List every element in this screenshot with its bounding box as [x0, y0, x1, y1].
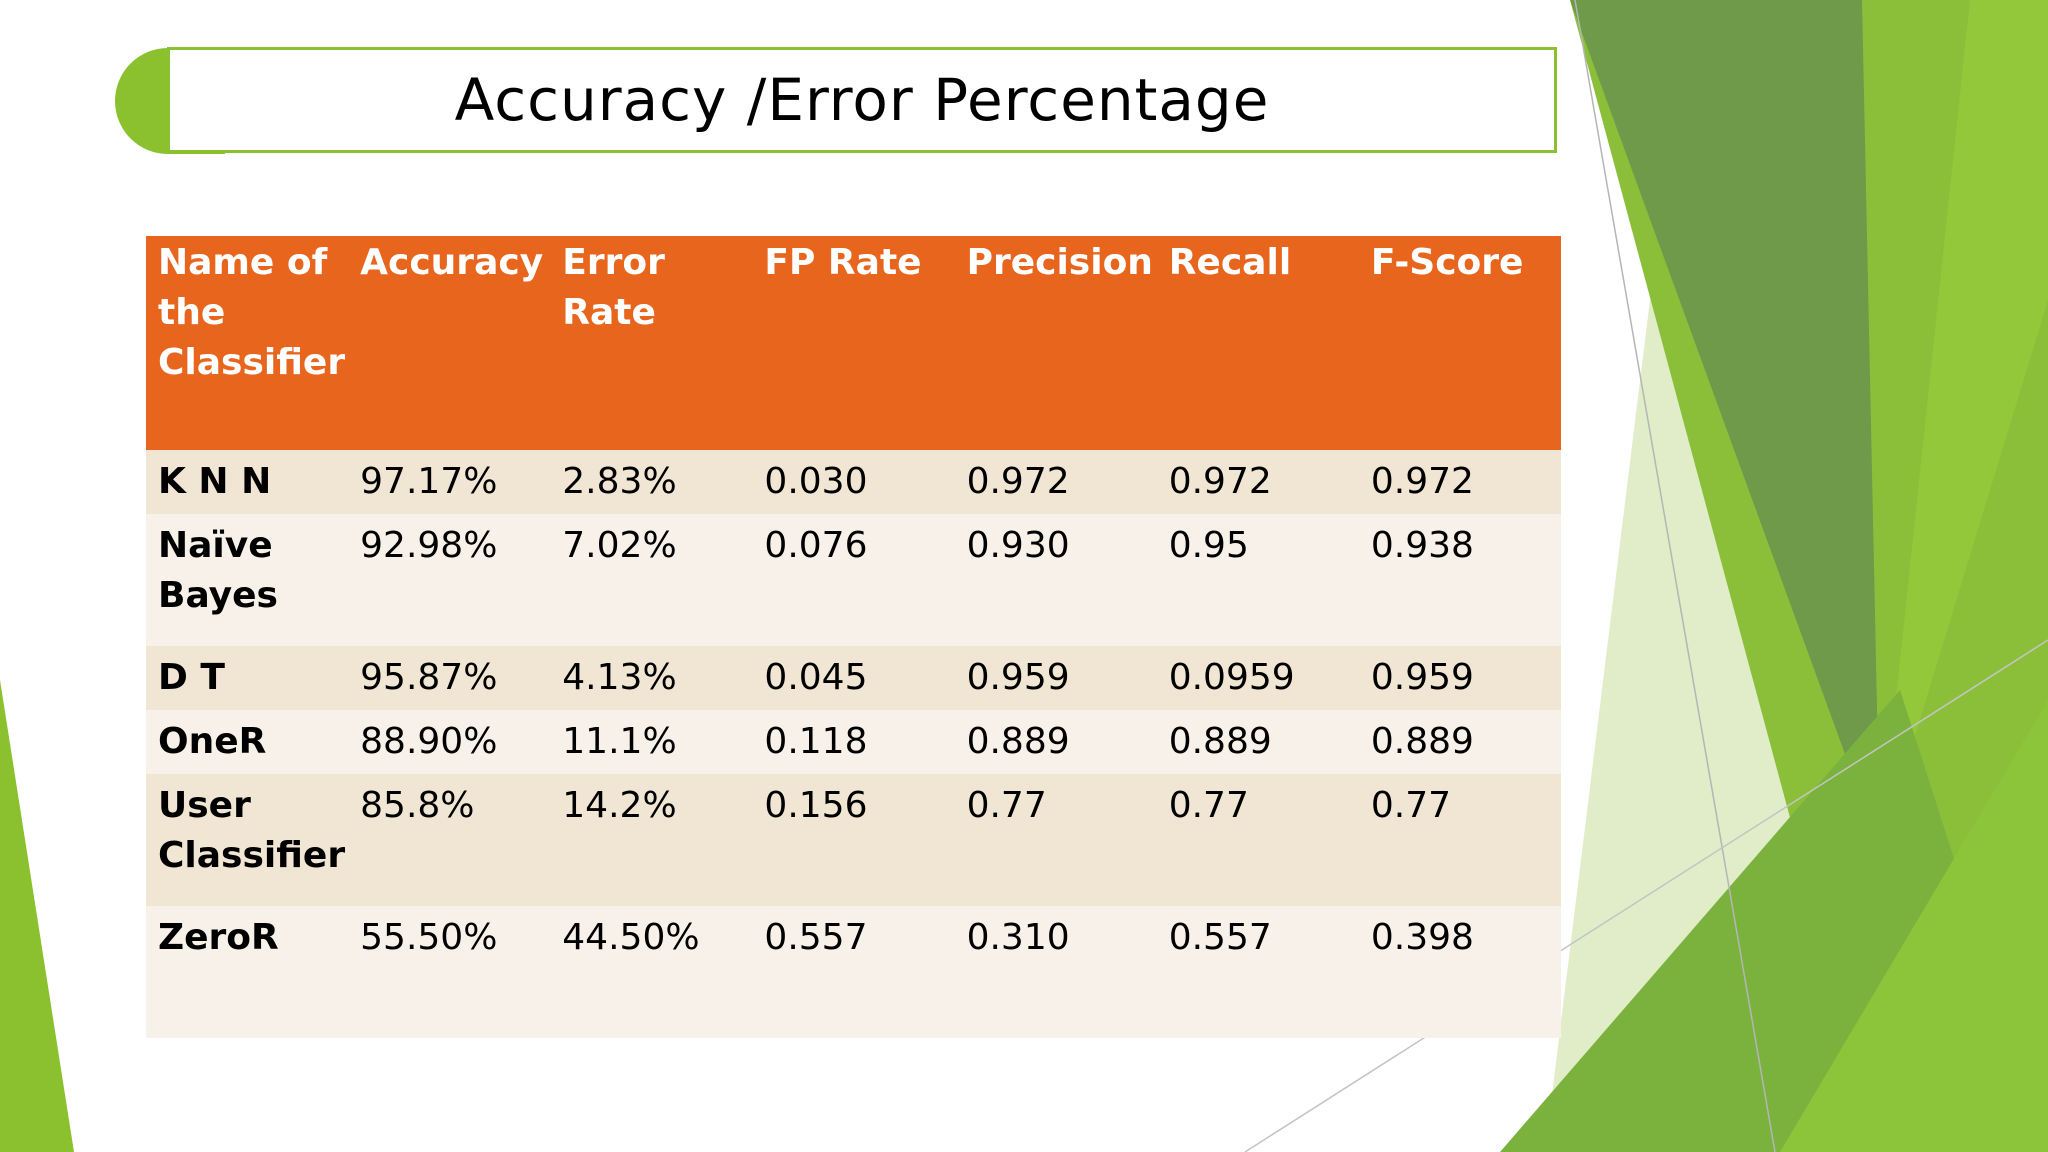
header-cell-fp-rate: FP Rate	[752, 236, 955, 450]
table-cell: 0.557	[752, 906, 955, 1038]
table-cell: 0.938	[1358, 514, 1561, 646]
table-cell: 0.118	[752, 710, 955, 774]
decor-line-2	[1244, 639, 2048, 1152]
table-cell: 0.030	[752, 450, 955, 514]
table-cell: 0.889	[1358, 710, 1561, 774]
table-cell: 7.02%	[550, 514, 753, 646]
left-edge-green-shape	[0, 680, 74, 1152]
table-cell: 0.959	[954, 646, 1157, 710]
table-cell: 0.77	[1358, 774, 1561, 906]
table-cell: OneR	[146, 710, 349, 774]
classifier-table: Name of the Classifier Accuracy Error Ra…	[146, 236, 1561, 1038]
table-cell: 92.98%	[348, 514, 551, 646]
header-cell-error-rate: Error Rate	[550, 236, 753, 450]
right-lime-shape	[1880, 0, 2048, 850]
table-cell: ZeroR	[146, 906, 349, 1038]
table-cell: 11.1%	[550, 710, 753, 774]
right-dark-green-shape	[1570, 0, 1880, 850]
title-box: Accuracy /Error Percentage	[167, 47, 1557, 153]
table-row: K N N 97.17% 2.83% 0.030 0.972 0.972 0.9…	[146, 450, 1561, 514]
table-cell: 0.95	[1156, 514, 1359, 646]
decor-line-1	[1574, 0, 1776, 1152]
table-cell: 2.83%	[550, 450, 753, 514]
table-cell: 95.87%	[348, 646, 551, 710]
table-cell: 0.77	[1156, 774, 1359, 906]
header-cell-f-score: F-Score	[1358, 236, 1561, 450]
table-cell: 0.972	[1358, 450, 1561, 514]
header-cell-recall: Recall	[1156, 236, 1359, 450]
table-cell: 4.13%	[550, 646, 753, 710]
table-cell: 0.889	[1156, 710, 1359, 774]
table-cell: 55.50%	[348, 906, 551, 1038]
table-cell: 0.156	[752, 774, 955, 906]
table-cell: 0.310	[954, 906, 1157, 1038]
table-cell: 0.930	[954, 514, 1157, 646]
table-cell: 0.557	[1156, 906, 1359, 1038]
slide-title: Accuracy /Error Percentage	[454, 66, 1270, 134]
table-cell: 14.2%	[550, 774, 753, 906]
table-cell: 88.90%	[348, 710, 551, 774]
table-cell: Naïve Bayes	[146, 514, 349, 646]
table-row: D T 95.87% 4.13% 0.045 0.959 0.0959 0.95…	[146, 646, 1561, 710]
table-cell: 85.8%	[348, 774, 551, 906]
table-cell: 0.972	[1156, 450, 1359, 514]
header-cell-precision: Precision	[954, 236, 1157, 450]
right-bright-green-shape	[1780, 700, 2048, 1152]
table-row: OneR 88.90% 11.1% 0.118 0.889 0.889 0.88…	[146, 710, 1561, 774]
header-cell-classifier: Name of the Classifier	[146, 236, 349, 450]
table-cell: 0.045	[752, 646, 955, 710]
table-cell: 0.959	[1358, 646, 1561, 710]
header-cell-accuracy: Accuracy	[348, 236, 551, 450]
table-cell: 0.889	[954, 710, 1157, 774]
table-cell: 0.77	[954, 774, 1157, 906]
table-cell: 0.398	[1358, 906, 1561, 1038]
table-row: ZeroR 55.50% 44.50% 0.557 0.310 0.557 0.…	[146, 906, 1561, 1038]
table-cell: K N N	[146, 450, 349, 514]
table-cell: 97.17%	[348, 450, 551, 514]
table-row: User Classifier 85.8% 14.2% 0.156 0.77 0…	[146, 774, 1561, 906]
table-cell: 44.50%	[550, 906, 753, 1038]
table-header-row: Name of the Classifier Accuracy Error Ra…	[146, 236, 1561, 450]
table-cell: 0.972	[954, 450, 1157, 514]
table-cell: D T	[146, 646, 349, 710]
table-cell: 0.076	[752, 514, 955, 646]
table-cell: 0.0959	[1156, 646, 1359, 710]
table-cell: User Classifier	[146, 774, 349, 906]
table-row: Naïve Bayes 92.98% 7.02% 0.076 0.930 0.9…	[146, 514, 1561, 646]
